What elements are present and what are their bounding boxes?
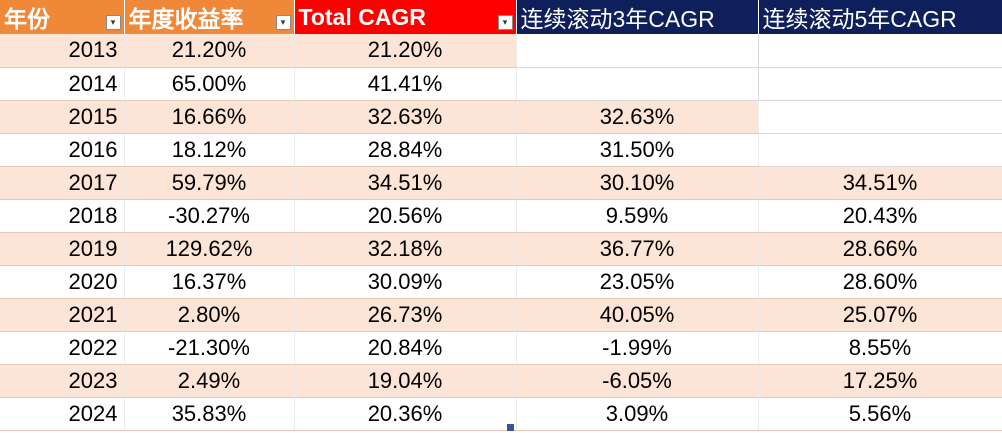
cell-rolling-5y-cagr[interactable]: 28.60% [758, 265, 1002, 299]
cell-total-cagr[interactable]: 28.84% [294, 133, 517, 167]
cell-year[interactable]: 2017 [0, 166, 125, 200]
cell-annual-return[interactable]: 65.00% [124, 67, 295, 101]
table-row: 2018 -30.27% 20.56% 9.59% 20.43% [0, 199, 1002, 233]
header-label: 连续滚动3年CAGR [520, 6, 715, 32]
cell-total-cagr[interactable]: 26.73% [294, 298, 517, 332]
cell-annual-return[interactable]: 2.49% [124, 364, 295, 398]
cell-rolling-3y-cagr[interactable] [516, 67, 759, 101]
cell-year[interactable]: 2021 [0, 298, 125, 332]
cell-total-cagr[interactable]: 41.41% [294, 67, 517, 101]
cell-year[interactable]: 2019 [0, 232, 125, 266]
cell-year[interactable]: 2024 [0, 397, 125, 431]
cell-annual-return[interactable]: 59.79% [124, 166, 295, 200]
filter-dropdown-icon[interactable]: ▾ [275, 15, 291, 30]
cell-total-cagr[interactable]: 32.63% [294, 100, 517, 134]
header-label: 年份 [4, 6, 50, 32]
table-row: 2014 65.00% 41.41% [0, 67, 1002, 101]
cell-annual-return[interactable]: 35.83% [124, 397, 295, 431]
filter-dropdown-icon[interactable]: ▾ [497, 15, 513, 30]
cell-rolling-5y-cagr[interactable]: 25.07% [758, 298, 1002, 332]
cell-rolling-3y-cagr[interactable]: 9.59% [516, 199, 759, 233]
cell-annual-return[interactable]: 21.20% [124, 34, 295, 68]
cell-rolling-5y-cagr[interactable] [758, 34, 1002, 68]
cell-total-cagr[interactable]: 20.36% [294, 397, 517, 431]
header-label: Total CAGR [298, 4, 426, 31]
cell-rolling-3y-cagr[interactable]: 30.10% [516, 166, 759, 200]
cell-annual-return[interactable]: 129.62% [124, 232, 295, 266]
table-body: 2013 21.20% 21.20% 2014 65.00% 41.41% 2015 16.6… [0, 34, 1002, 431]
cell-total-cagr[interactable]: 19.04% [294, 364, 517, 398]
cell-rolling-3y-cagr[interactable]: 31.50% [516, 133, 759, 167]
cell-rolling-3y-cagr[interactable]: -6.05% [516, 364, 759, 398]
cell-year[interactable]: 2018 [0, 199, 125, 233]
cell-rolling-3y-cagr[interactable]: -1.99% [516, 331, 759, 365]
table-row: 2022 -21.30% 20.84% -1.99% 8.55% [0, 331, 1002, 365]
cell-rolling-5y-cagr[interactable]: 8.55% [758, 331, 1002, 365]
cell-year[interactable]: 2023 [0, 364, 125, 398]
cell-rolling-3y-cagr[interactable] [516, 34, 759, 68]
cell-rolling-5y-cagr[interactable] [758, 100, 1002, 134]
cell-rolling-3y-cagr[interactable]: 36.77% [516, 232, 759, 266]
cell-year[interactable]: 2020 [0, 265, 125, 299]
table-resize-handle-icon[interactable] [507, 424, 514, 431]
cell-total-cagr[interactable]: 34.51% [294, 166, 517, 200]
cell-rolling-5y-cagr[interactable] [758, 67, 1002, 101]
cell-year[interactable]: 2014 [0, 67, 125, 101]
cell-total-cagr[interactable]: 21.20% [294, 34, 517, 68]
table-row: 2020 16.37% 30.09% 23.05% 28.60% [0, 265, 1002, 299]
table-row: 2016 18.12% 28.84% 31.50% [0, 133, 1002, 167]
cell-rolling-5y-cagr[interactable]: 5.56% [758, 397, 1002, 431]
cell-rolling-5y-cagr[interactable]: 17.25% [758, 364, 1002, 398]
cell-rolling-5y-cagr[interactable]: 34.51% [758, 166, 1002, 200]
table-row: 2019 129.62% 32.18% 36.77% 28.66% [0, 232, 1002, 266]
cell-total-cagr[interactable]: 20.84% [294, 331, 517, 365]
cell-year[interactable]: 2016 [0, 133, 125, 167]
table-row: 2024 35.83% 20.36% 3.09% 5.56% [0, 397, 1002, 431]
cell-rolling-5y-cagr[interactable]: 20.43% [758, 199, 1002, 233]
header-annual-return[interactable]: 年度收益率 ▾ [124, 0, 295, 34]
cell-annual-return[interactable]: 2.80% [124, 298, 295, 332]
cell-rolling-3y-cagr[interactable]: 32.63% [516, 100, 759, 134]
cell-rolling-3y-cagr[interactable]: 23.05% [516, 265, 759, 299]
header-label: 年度收益率 [128, 6, 244, 32]
header-rolling-5y-cagr[interactable]: 连续滚动5年CAGR [758, 0, 1002, 34]
cell-annual-return[interactable]: 18.12% [124, 133, 295, 167]
header-label: 连续滚动5年CAGR [762, 6, 957, 32]
cell-rolling-3y-cagr[interactable]: 40.05% [516, 298, 759, 332]
cell-annual-return[interactable]: 16.66% [124, 100, 295, 134]
table-row: 2017 59.79% 34.51% 30.10% 34.51% [0, 166, 1002, 200]
header-row: 年份 ▾ 年度收益率 ▾ Total CAGR ▾ 连续滚动3年CAGR 连续滚… [0, 0, 1002, 34]
header-rolling-3y-cagr[interactable]: 连续滚动3年CAGR [516, 0, 759, 34]
header-year[interactable]: 年份 ▾ [0, 0, 125, 34]
cell-total-cagr[interactable]: 20.56% [294, 199, 517, 233]
cell-total-cagr[interactable]: 30.09% [294, 265, 517, 299]
filter-dropdown-icon[interactable]: ▾ [105, 15, 121, 30]
cell-year[interactable]: 2022 [0, 331, 125, 365]
header-total-cagr[interactable]: Total CAGR ▾ [294, 0, 517, 34]
table-row: 2013 21.20% 21.20% [0, 34, 1002, 68]
table-row: 2023 2.49% 19.04% -6.05% 17.25% [0, 364, 1002, 398]
cell-rolling-5y-cagr[interactable] [758, 133, 1002, 167]
cell-total-cagr[interactable]: 32.18% [294, 232, 517, 266]
cell-rolling-3y-cagr[interactable]: 3.09% [516, 397, 759, 431]
cell-year[interactable]: 2013 [0, 34, 125, 68]
cell-rolling-5y-cagr[interactable]: 28.66% [758, 232, 1002, 266]
table-row: 2021 2.80% 26.73% 40.05% 25.07% [0, 298, 1002, 332]
cell-year[interactable]: 2015 [0, 100, 125, 134]
cell-annual-return[interactable]: -21.30% [124, 331, 295, 365]
table-row: 2015 16.66% 32.63% 32.63% [0, 100, 1002, 134]
cell-annual-return[interactable]: -30.27% [124, 199, 295, 233]
cell-annual-return[interactable]: 16.37% [124, 265, 295, 299]
